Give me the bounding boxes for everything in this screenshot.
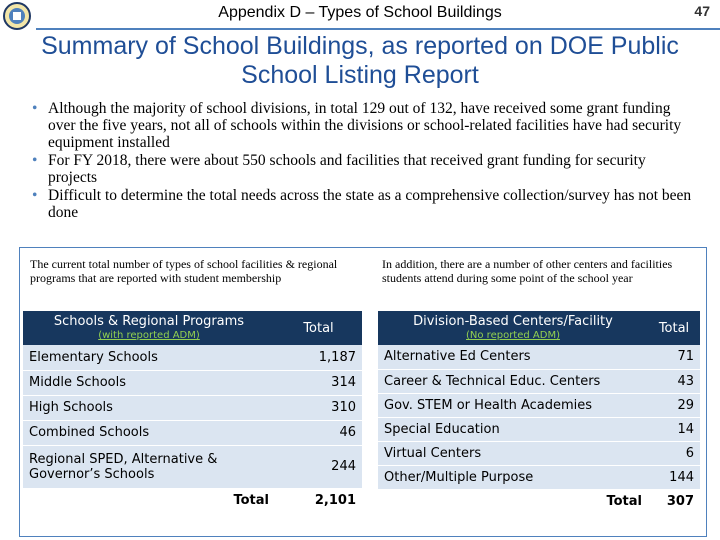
header-sub: (No reported ADM) (466, 330, 560, 341)
slide-title: Summary of School Buildings, as reported… (41, 32, 679, 89)
bullet: For FY 2018, there were about 550 school… (28, 152, 698, 186)
table-row: Gov. STEM or Health Academies 29 (378, 393, 700, 418)
table-row: Elementary Schools 1,187 (23, 345, 362, 371)
row-value: 1,187 (275, 345, 362, 371)
total-label: Total (23, 488, 275, 513)
intro-text: The current total number of types of sch… (30, 257, 338, 285)
header-title: Appendix D – Types of School Buildings (218, 4, 502, 21)
table-row: Special Education 14 (378, 417, 700, 442)
row-label: Career & Technical Educ. Centers (378, 369, 648, 394)
header-row: Division-Based Centers/Facility (No repor… (378, 311, 700, 345)
row-value: 46 (275, 420, 362, 446)
total-row: Total 2,101 (23, 488, 362, 513)
header-name: Schools & Regional Programs (53, 314, 245, 329)
table-row: Regional SPED, Alternative & Governor’s … (23, 445, 362, 489)
total-value: 2,101 (275, 488, 362, 513)
row-label: Regional SPED, Alternative & Governor’s … (23, 445, 275, 489)
bullet-list: Although the majority of school division… (28, 100, 698, 222)
row-label: Virtual Centers (378, 441, 648, 466)
table: Division-Based Centers/Facility (No repor… (378, 311, 700, 514)
row-value: 310 (275, 395, 362, 421)
total-value: 307 (648, 489, 700, 514)
total-row: Total 307 (378, 489, 700, 514)
row-value: 244 (275, 445, 362, 489)
logo (3, 2, 31, 30)
table-row: Virtual Centers 6 (378, 441, 700, 466)
row-value: 144 (648, 465, 700, 490)
table-row: Alternative Ed Centers 71 (378, 345, 700, 370)
intro-text: In addition, there are a number of other… (382, 257, 673, 285)
row-label: Special Education (378, 417, 648, 442)
row-label: Combined Schools (23, 420, 275, 446)
row-label: High Schools (23, 395, 275, 421)
table: Schools & Regional Programs (with reporte… (23, 311, 362, 513)
row-label: Gov. STEM or Health Academies (378, 393, 648, 418)
header-cell: Total (648, 311, 700, 345)
row-label: Alternative Ed Centers (378, 345, 648, 370)
bullet: Difficult to determine the total needs a… (28, 187, 698, 221)
header-sub: (with reported ADM) (98, 330, 200, 341)
page-number: 47 (694, 3, 710, 19)
row-value: 71 (648, 345, 700, 370)
header-cell: Division-Based Centers/Facility (No repor… (378, 311, 648, 345)
row-value: 43 (648, 369, 700, 394)
table-row: Middle Schools 314 (23, 370, 362, 396)
header-row: Schools & Regional Programs (with reporte… (23, 311, 362, 345)
total-label: Total (378, 489, 648, 514)
table-row: High Schools 310 (23, 395, 362, 421)
table-row: Combined Schools 46 (23, 420, 362, 446)
frame (19, 247, 707, 537)
table-row: Career & Technical Educ. Centers 43 (378, 369, 700, 394)
row-label: Middle Schools (23, 370, 275, 396)
header-cell: Schools & Regional Programs (with reporte… (23, 311, 275, 345)
row-value: 14 (648, 417, 700, 442)
table-row: Other/Multiple Purpose 144 (378, 465, 700, 490)
row-value: 29 (648, 393, 700, 418)
row-value: 314 (275, 370, 362, 396)
header-cell: Total (275, 311, 362, 345)
row-value: 6 (648, 441, 700, 466)
header-name: Division-Based Centers/Facility (413, 314, 613, 329)
bullet: Although the majority of school division… (28, 100, 698, 151)
row-label: Elementary Schools (23, 345, 275, 371)
header-rule (36, 28, 720, 30)
row-label: Other/Multiple Purpose (378, 465, 648, 490)
